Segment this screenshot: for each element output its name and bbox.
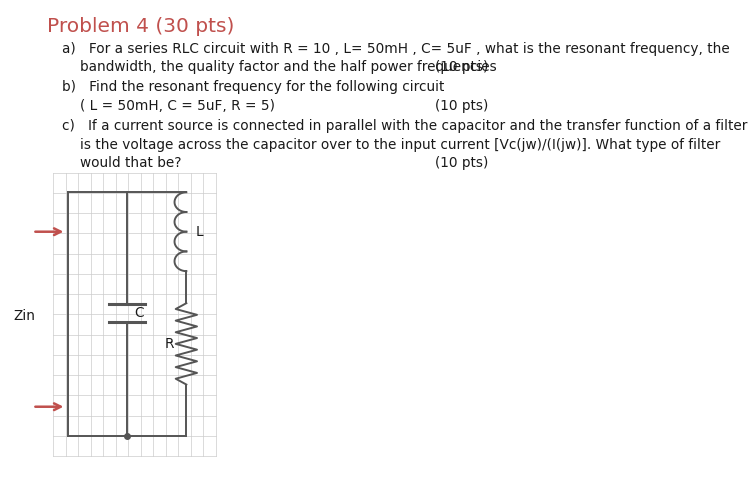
Text: (10 pts): (10 pts) (435, 99, 488, 112)
Text: would that be?: would that be? (80, 156, 182, 170)
Text: (10 pts): (10 pts) (435, 156, 488, 170)
Text: R: R (165, 337, 174, 351)
Text: C: C (134, 306, 144, 320)
Text: (10 pts): (10 pts) (435, 60, 488, 74)
Text: c)   If a current source is connected in parallel with the capacitor and the tra: c) If a current source is connected in p… (62, 119, 747, 133)
Text: b)   Find the resonant frequency for the following circuit: b) Find the resonant frequency for the f… (62, 80, 445, 94)
Text: is the voltage across the capacitor over to the input current [Vc(jw)/(I(jw)]. W: is the voltage across the capacitor over… (80, 138, 720, 152)
Text: a)   For a series RLC circuit with R = 10 , L= 50mH , C= 5uF , what is the reson: a) For a series RLC circuit with R = 10 … (62, 42, 730, 56)
Text: Problem 4 (30 pts): Problem 4 (30 pts) (48, 17, 234, 36)
Text: ( L = 50mH, C = 5uF, R = 5): ( L = 50mH, C = 5uF, R = 5) (80, 99, 275, 112)
Text: Zin: Zin (14, 309, 36, 322)
Text: L: L (195, 225, 203, 239)
Text: bandwidth, the quality factor and the half power frequencies: bandwidth, the quality factor and the ha… (80, 60, 497, 74)
